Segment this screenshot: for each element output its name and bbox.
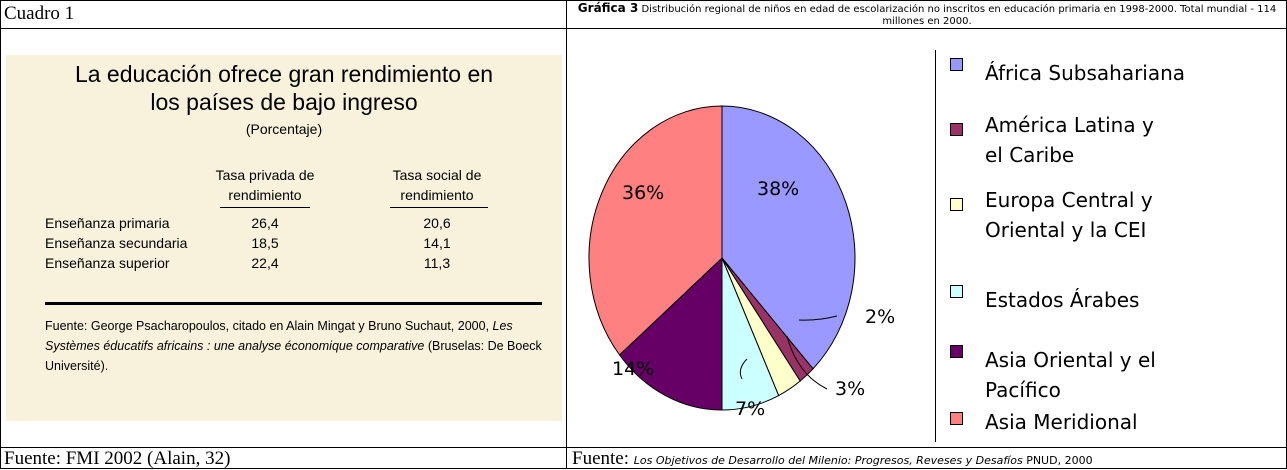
- source-text: Fuente: George Psacharopoulos, citado en…: [45, 319, 493, 333]
- footer: Fuente: Los Objetivos de Desarrollo del …: [572, 448, 1093, 470]
- border: [0, 0, 1, 469]
- figure-bg: [6, 55, 562, 421]
- rule: [45, 302, 542, 305]
- legend-swatch: [950, 412, 963, 425]
- legend-swatch: [950, 198, 963, 211]
- row-label: Enseñanza primaria: [45, 215, 170, 231]
- source-title: Les Systèmes éducatifs africains : une a…: [45, 319, 513, 353]
- column-header: Tasa privada de rendimiento: [215, 167, 315, 203]
- border: [0, 447, 1287, 448]
- legend-swatch: [950, 345, 963, 358]
- leader-line: [739, 358, 748, 380]
- border: [0, 28, 1287, 29]
- cell: 22,4: [251, 255, 279, 271]
- data-label: 38%: [757, 178, 799, 200]
- rule: [390, 207, 488, 208]
- border: [0, 0, 1287, 1]
- cell: 20,6: [423, 215, 451, 231]
- header: Cuadro 1: [4, 3, 75, 24]
- pie-chart: 38% 2% 3% 7% 14% 36%: [588, 105, 895, 420]
- legend-label: África Subsahariana: [985, 61, 1186, 85]
- row-label: Enseñanza superior: [45, 255, 170, 271]
- table-title: La educación ofrece gran rendimiento en …: [74, 61, 494, 115]
- column-header: Tasa social de rendimiento: [392, 167, 482, 203]
- pie-slice: [721, 105, 856, 370]
- legend-border: [935, 50, 936, 442]
- legend-label: Asia Meridional: [985, 410, 1138, 434]
- chart-subtitle: Distribución regional de niños en edad d…: [641, 4, 1277, 27]
- source-text: (Bruselas: De Boeck Université).: [45, 339, 542, 373]
- cell: 11,3: [423, 255, 451, 271]
- data-label: 14%: [612, 358, 654, 380]
- leader-line: [786, 335, 828, 390]
- legend-swatch: [950, 285, 963, 298]
- data-label: 2%: [865, 306, 895, 328]
- footer-text: PNUD, 2000: [1022, 454, 1093, 467]
- data-label: 36%: [622, 182, 664, 204]
- footer: Fuente: FMI 2002 (Alain, 32): [4, 448, 231, 469]
- legend-label: Asia Oriental y el Pacífico: [985, 348, 1156, 402]
- row-label: Enseñanza secundaria: [45, 235, 188, 251]
- data-label: 3%: [835, 378, 865, 400]
- chart-title: Gráfica 3: [577, 1, 639, 15]
- legend-label: América Latina y el Caribe: [985, 113, 1154, 167]
- data-label: 7%: [735, 398, 765, 420]
- pie-slice: [618, 256, 723, 411]
- source: Fuente: George Psacharopoulos, citado en…: [45, 316, 545, 376]
- table-subtitle: (Porcentaje): [245, 121, 323, 137]
- legend-swatch: [950, 123, 963, 136]
- cell: 26,4: [251, 215, 279, 231]
- footer-title: Los Objetivos de Desarrollo del Milenio:…: [633, 454, 1023, 467]
- pie-slice: [588, 105, 723, 356]
- rule: [220, 207, 310, 208]
- legend-label: Europa Central y Oriental y la CEI: [985, 188, 1153, 242]
- leader-line: [798, 315, 838, 321]
- legend-label: Estados Árabes: [985, 288, 1140, 312]
- cell: 14,1: [423, 235, 451, 251]
- legend-swatch: [950, 58, 963, 71]
- chart-heading: Gráfica 3 Distribución regional de niños…: [568, 2, 1286, 28]
- border: [566, 0, 567, 469]
- cell: 18,5: [251, 235, 279, 251]
- footer-text: Fuente:: [572, 448, 634, 469]
